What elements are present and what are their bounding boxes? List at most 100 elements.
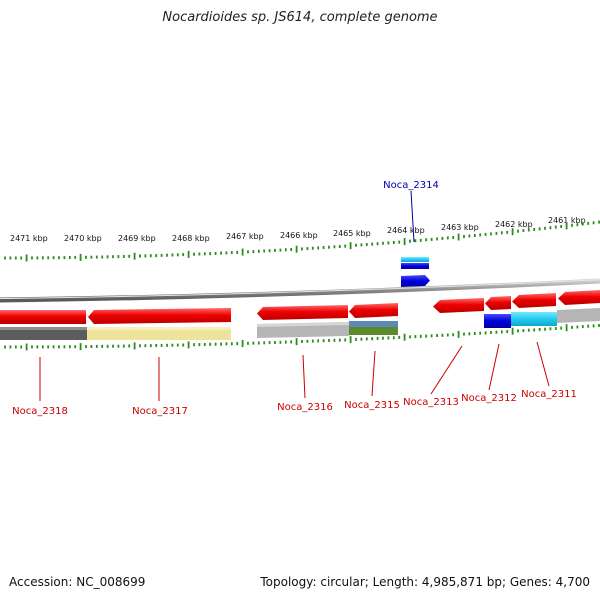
upper-major-tick bbox=[79, 253, 82, 261]
lower-minor-tick bbox=[274, 341, 276, 344]
lower-minor-tick bbox=[85, 345, 87, 349]
lower-minor-tick bbox=[263, 341, 266, 345]
upper-minor-tick bbox=[522, 229, 525, 233]
upper-minor-tick bbox=[436, 237, 438, 241]
lower-minor-tick bbox=[252, 341, 255, 345]
lower-minor-tick bbox=[220, 342, 222, 346]
upper-minor-tick bbox=[333, 245, 336, 249]
upper-minor-tick bbox=[301, 247, 303, 251]
upper-minor-tick bbox=[587, 221, 590, 225]
upper-major-tick bbox=[241, 248, 244, 256]
lower-minor-tick bbox=[560, 326, 563, 330]
lower-minor-tick bbox=[425, 334, 428, 338]
band-gray-edge bbox=[557, 308, 600, 323]
gene-2315-arrow bbox=[349, 303, 398, 318]
lower-minor-tick bbox=[36, 345, 39, 349]
leader-2311 bbox=[536, 341, 550, 387]
lower-minor-tick bbox=[338, 338, 341, 342]
callout-lines bbox=[39, 190, 550, 401]
lower-major-tick bbox=[295, 338, 298, 346]
gene-next-arrow[interactable] bbox=[558, 290, 600, 305]
scale-label: 2464 kbp bbox=[387, 226, 425, 235]
upper-minor-tick bbox=[328, 245, 330, 249]
lower-minor-tick bbox=[155, 344, 158, 347]
upper-minor-tick bbox=[371, 242, 374, 246]
gene-noca-2311[interactable] bbox=[512, 293, 556, 308]
lower-minor-tick bbox=[355, 337, 357, 341]
upper-minor-tick bbox=[128, 254, 131, 258]
lower-minor-tick bbox=[576, 325, 579, 329]
gene-noca-2312[interactable] bbox=[485, 296, 511, 310]
gene-label[interactable]: Noca_2314 bbox=[383, 180, 439, 191]
lower-minor-tick bbox=[495, 330, 498, 334]
gene-edge-arrow bbox=[558, 290, 600, 305]
lower-minor-tick bbox=[598, 324, 600, 327]
upper-minor-tick bbox=[139, 254, 141, 258]
lower-major-tick bbox=[133, 342, 136, 350]
gene-label[interactable]: Noca_2317 bbox=[132, 406, 188, 417]
accession-label: Accession: NC_008699 bbox=[9, 575, 146, 589]
gene-label[interactable]: Noca_2313 bbox=[403, 397, 459, 408]
upper-minor-tick bbox=[495, 231, 498, 235]
upper-minor-tick bbox=[376, 242, 379, 246]
upper-minor-tick bbox=[592, 221, 595, 225]
upper-tick-track bbox=[4, 220, 600, 262]
upper-minor-tick bbox=[52, 256, 55, 260]
gene-noca-2317[interactable] bbox=[88, 308, 231, 324]
upper-minor-tick bbox=[85, 255, 87, 259]
lower-minor-tick bbox=[20, 345, 23, 349]
lower-minor-tick bbox=[592, 324, 595, 328]
lower-minor-tick bbox=[95, 344, 98, 348]
gene-label[interactable]: Noca_2318 bbox=[12, 406, 68, 417]
upper-minor-tick bbox=[90, 255, 93, 259]
upper-minor-tick bbox=[463, 235, 465, 238]
lower-minor-tick bbox=[446, 333, 449, 337]
lower-minor-tick bbox=[182, 343, 185, 347]
gene-noca-2315[interactable] bbox=[349, 303, 398, 318]
upper-major-tick bbox=[403, 238, 406, 246]
lower-minor-tick bbox=[479, 331, 482, 335]
leader-2314 bbox=[410, 190, 415, 243]
gene-label[interactable]: Noca_2316 bbox=[277, 402, 333, 413]
upper-minor-tick bbox=[549, 226, 552, 230]
upper-major-tick bbox=[349, 242, 352, 250]
upper-minor-tick bbox=[452, 236, 455, 239]
gene-label[interactable]: Noca_2315 bbox=[344, 400, 400, 411]
lower-minor-tick bbox=[441, 333, 444, 337]
gene-noca-2316[interactable] bbox=[257, 305, 348, 320]
scale-label: 2470 kbp bbox=[64, 234, 102, 243]
upper-minor-tick bbox=[311, 246, 314, 250]
band-cyan bbox=[511, 312, 557, 326]
gene-label[interactable]: Noca_2311 bbox=[521, 389, 577, 400]
scale-label: 2471 kbp bbox=[10, 234, 48, 243]
gene-label[interactable]: Noca_2312 bbox=[461, 393, 517, 404]
lower-minor-tick bbox=[203, 343, 206, 346]
upper-minor-tick bbox=[398, 240, 401, 244]
upper-minor-tick bbox=[14, 256, 17, 260]
band-dark-highlight bbox=[0, 327, 87, 330]
upper-minor-tick bbox=[290, 248, 293, 251]
upper-minor-tick bbox=[382, 241, 384, 245]
upper-minor-tick bbox=[263, 249, 266, 253]
gene-noca-2313[interactable] bbox=[433, 298, 484, 313]
upper-minor-tick bbox=[209, 252, 212, 256]
lower-minor-tick bbox=[14, 345, 17, 349]
lower-minor-tick bbox=[376, 336, 379, 340]
upper-minor-tick bbox=[257, 249, 260, 253]
upper-minor-tick bbox=[155, 254, 158, 258]
upper-minor-tick bbox=[9, 256, 12, 260]
lower-major-tick bbox=[457, 330, 460, 338]
lower-major-tick bbox=[403, 333, 406, 341]
upper-minor-tick bbox=[247, 250, 249, 254]
genome-backbone-highlight bbox=[0, 279, 600, 300]
gene-noca-2314[interactable] bbox=[401, 257, 430, 287]
gene-noca-2318[interactable] bbox=[0, 310, 86, 324]
lower-minor-tick bbox=[311, 339, 314, 343]
upper-minor-tick bbox=[106, 255, 109, 259]
upper-minor-tick bbox=[58, 256, 60, 260]
lower-minor-tick bbox=[522, 329, 525, 333]
leader-2316 bbox=[302, 354, 306, 399]
band-yellow bbox=[87, 327, 231, 340]
upper-minor-tick bbox=[68, 256, 71, 259]
lower-minor-tick bbox=[209, 342, 212, 346]
